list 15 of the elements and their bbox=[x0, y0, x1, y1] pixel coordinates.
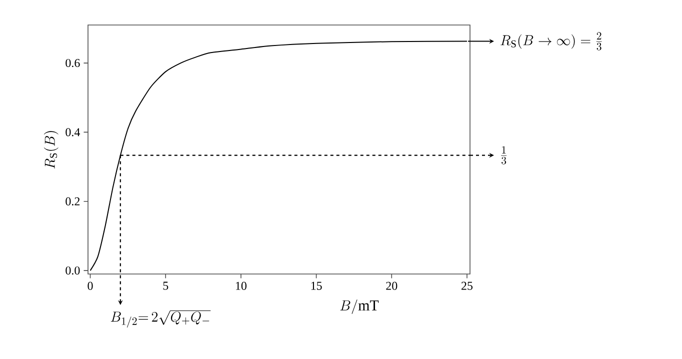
y-tick-label: 0.4 bbox=[66, 128, 80, 136]
x-tick-label: 20 bbox=[386, 282, 398, 290]
ref-line-label: $B_{1/2}{=}\,2\sqrt{Q_{+}Q_{-}}$ bbox=[110, 310, 211, 328]
y-tick-label: 0.0 bbox=[66, 266, 80, 275]
x-tick-label: 25 bbox=[462, 282, 473, 290]
x-tick-label: 15 bbox=[311, 282, 322, 290]
x-tick-label: 0 bbox=[88, 282, 93, 290]
x-tick-label: 5 bbox=[163, 282, 168, 290]
y-tick-label: 0.6 bbox=[66, 58, 80, 68]
x-axis-title: $B/\mathrm{mT}$ bbox=[340, 300, 379, 314]
ref-line-label: $\frac{1}{3}$ bbox=[501, 146, 507, 164]
x-tick-label: 10 bbox=[236, 282, 246, 290]
text: $R_\mathrm{S}(B\to\infty)=\frac{2}{3}$ bbox=[500, 32, 602, 50]
y-tick-label: 0.2 bbox=[66, 197, 80, 206]
y-axis-title: $R_\mathrm{S}(B)$ bbox=[44, 131, 58, 169]
